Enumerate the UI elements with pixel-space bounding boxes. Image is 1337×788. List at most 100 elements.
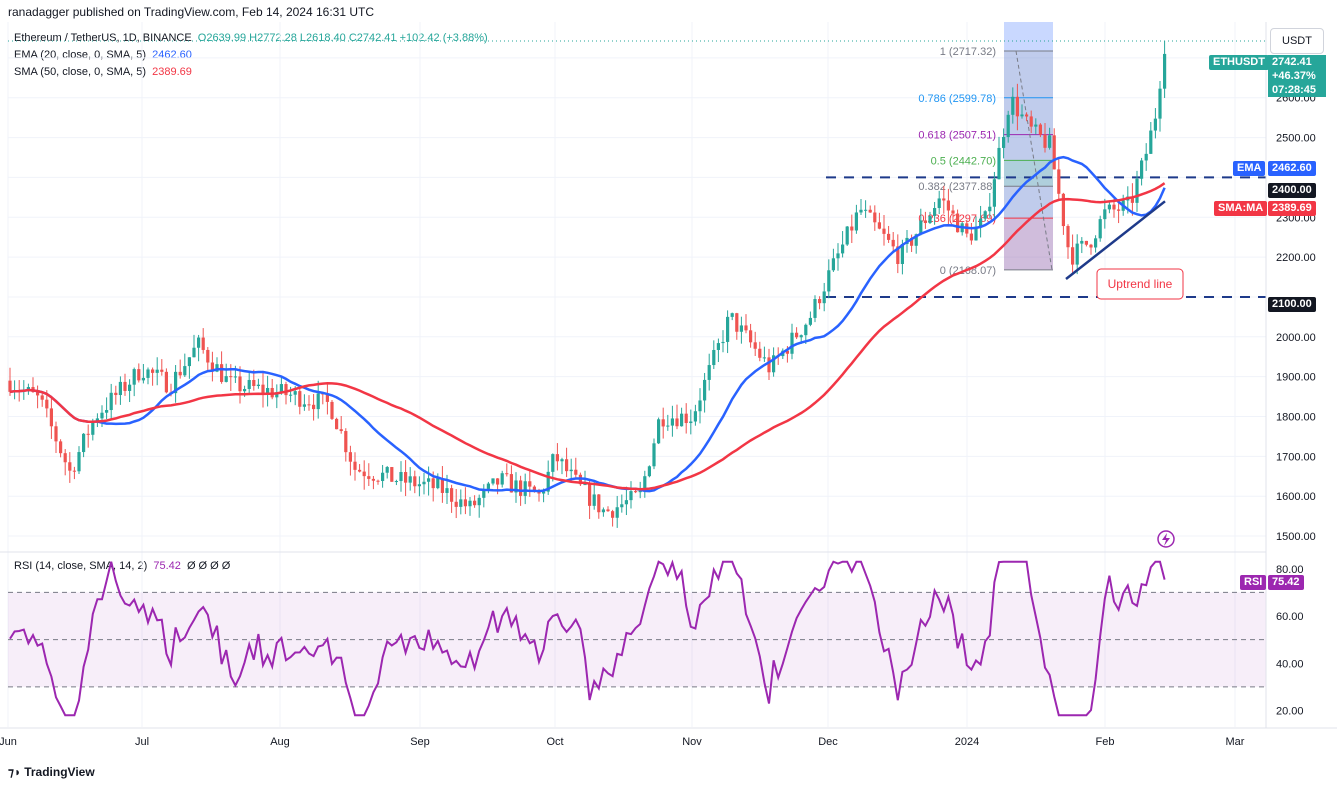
rsi-legend-value: 75.42 [153,560,181,572]
candle-body [1043,134,1047,148]
candle-body [744,325,748,331]
candle-body [1149,130,1153,154]
candle-body [1025,114,1029,117]
candle-body [675,418,679,427]
candle-body [463,499,467,507]
candle-body [450,488,454,502]
candle-body [551,454,555,472]
candle-body [436,478,440,489]
candle-body [174,371,178,394]
candle-body [1034,124,1038,127]
candle-body [206,349,210,363]
candle-body [141,377,145,381]
uptrend-callout-text: Uptrend line [1108,277,1173,291]
candle-body [1002,137,1006,148]
x-tick-label: Jun [0,736,17,748]
fib-level-label: 0.382 (2377.88) [918,181,996,193]
candle-body [82,433,86,453]
candle-body [293,391,297,395]
candle-body [187,357,191,367]
candle-body [1061,193,1065,227]
candle-body [946,200,950,211]
candle-body [8,380,12,392]
candle-body [808,317,812,325]
candle-body [132,369,136,385]
candle-body [638,490,642,493]
candle-body [49,408,53,427]
candle-body [790,332,794,354]
candle-body [693,411,697,422]
candle-body [1011,96,1015,115]
candle-body [919,220,923,235]
candle-body [845,226,849,245]
candle-body [404,472,408,483]
fib-trend-line [1015,50,1053,270]
candle-body [178,371,182,376]
candle-body [371,478,375,481]
candle-body [868,209,872,213]
candle-body [937,198,941,209]
candle-body [72,470,76,472]
candle-body [413,476,417,487]
candle-body [339,429,343,432]
candle-body [459,499,463,507]
tradingview-logo[interactable]: ⁊◗ TradingView [8,765,95,779]
symbol-legend[interactable]: Ethereum / TetherUS, 1D, BINANCE O2639.9… [14,32,491,44]
candle-body [873,212,877,223]
candle-body [40,395,44,400]
candle-body [137,369,141,381]
candle-body [1080,240,1084,244]
candle-body [804,324,808,336]
candle-body [900,244,904,264]
candle-body [427,478,431,482]
candle-body [661,419,665,427]
candle-body [381,472,385,481]
uptrend-callout-box [1096,268,1184,300]
uptrend-line [1065,200,1166,281]
candle-body [151,369,155,373]
candle-body [707,365,711,380]
candle-body [496,478,500,485]
sma-price-badge: 2389.69 [1268,201,1316,216]
candle-body [243,388,247,392]
candle-body [325,393,329,402]
candle-body [445,488,449,493]
sma-legend[interactable]: SMA (50, close, 0, SMA, 5) 2389.69 [14,66,195,78]
moving-averages [9,155,1166,493]
x-tick-label: Mar [1226,736,1245,748]
candle-body [652,443,656,467]
candle-body [358,469,362,472]
candle-body [1107,204,1111,210]
candle-body [284,384,288,396]
candle-body [54,426,58,442]
candle-body [753,342,757,349]
candle-body [841,244,845,254]
candle-body [1038,124,1042,135]
candle-body [233,376,237,378]
candle-body [100,412,104,419]
candle-body [123,381,127,391]
fib-level-label: 0.618 (2507.51) [918,130,996,142]
candle-body [1075,243,1079,265]
candle-body [155,369,159,373]
candle-body [896,246,900,264]
x-tick-label: Nov [682,736,702,748]
candle-body [201,337,205,350]
candle-body [914,234,918,246]
candle-body [555,454,559,462]
candle-body [537,492,541,494]
candle-body [569,469,573,472]
candle-body [923,220,927,224]
alert-icon [1157,530,1175,548]
candle-body [703,379,707,401]
candle-body [229,376,233,378]
candle-body [1048,135,1052,148]
candle-body [440,478,444,493]
x-tick-label: Feb [1096,736,1115,748]
percent-change: +46.37% [1272,70,1316,82]
candle-body [1117,209,1121,211]
currency-button[interactable]: USDT [1270,28,1324,54]
x-tick-label: Sep [410,736,430,748]
candle-body [344,431,348,453]
